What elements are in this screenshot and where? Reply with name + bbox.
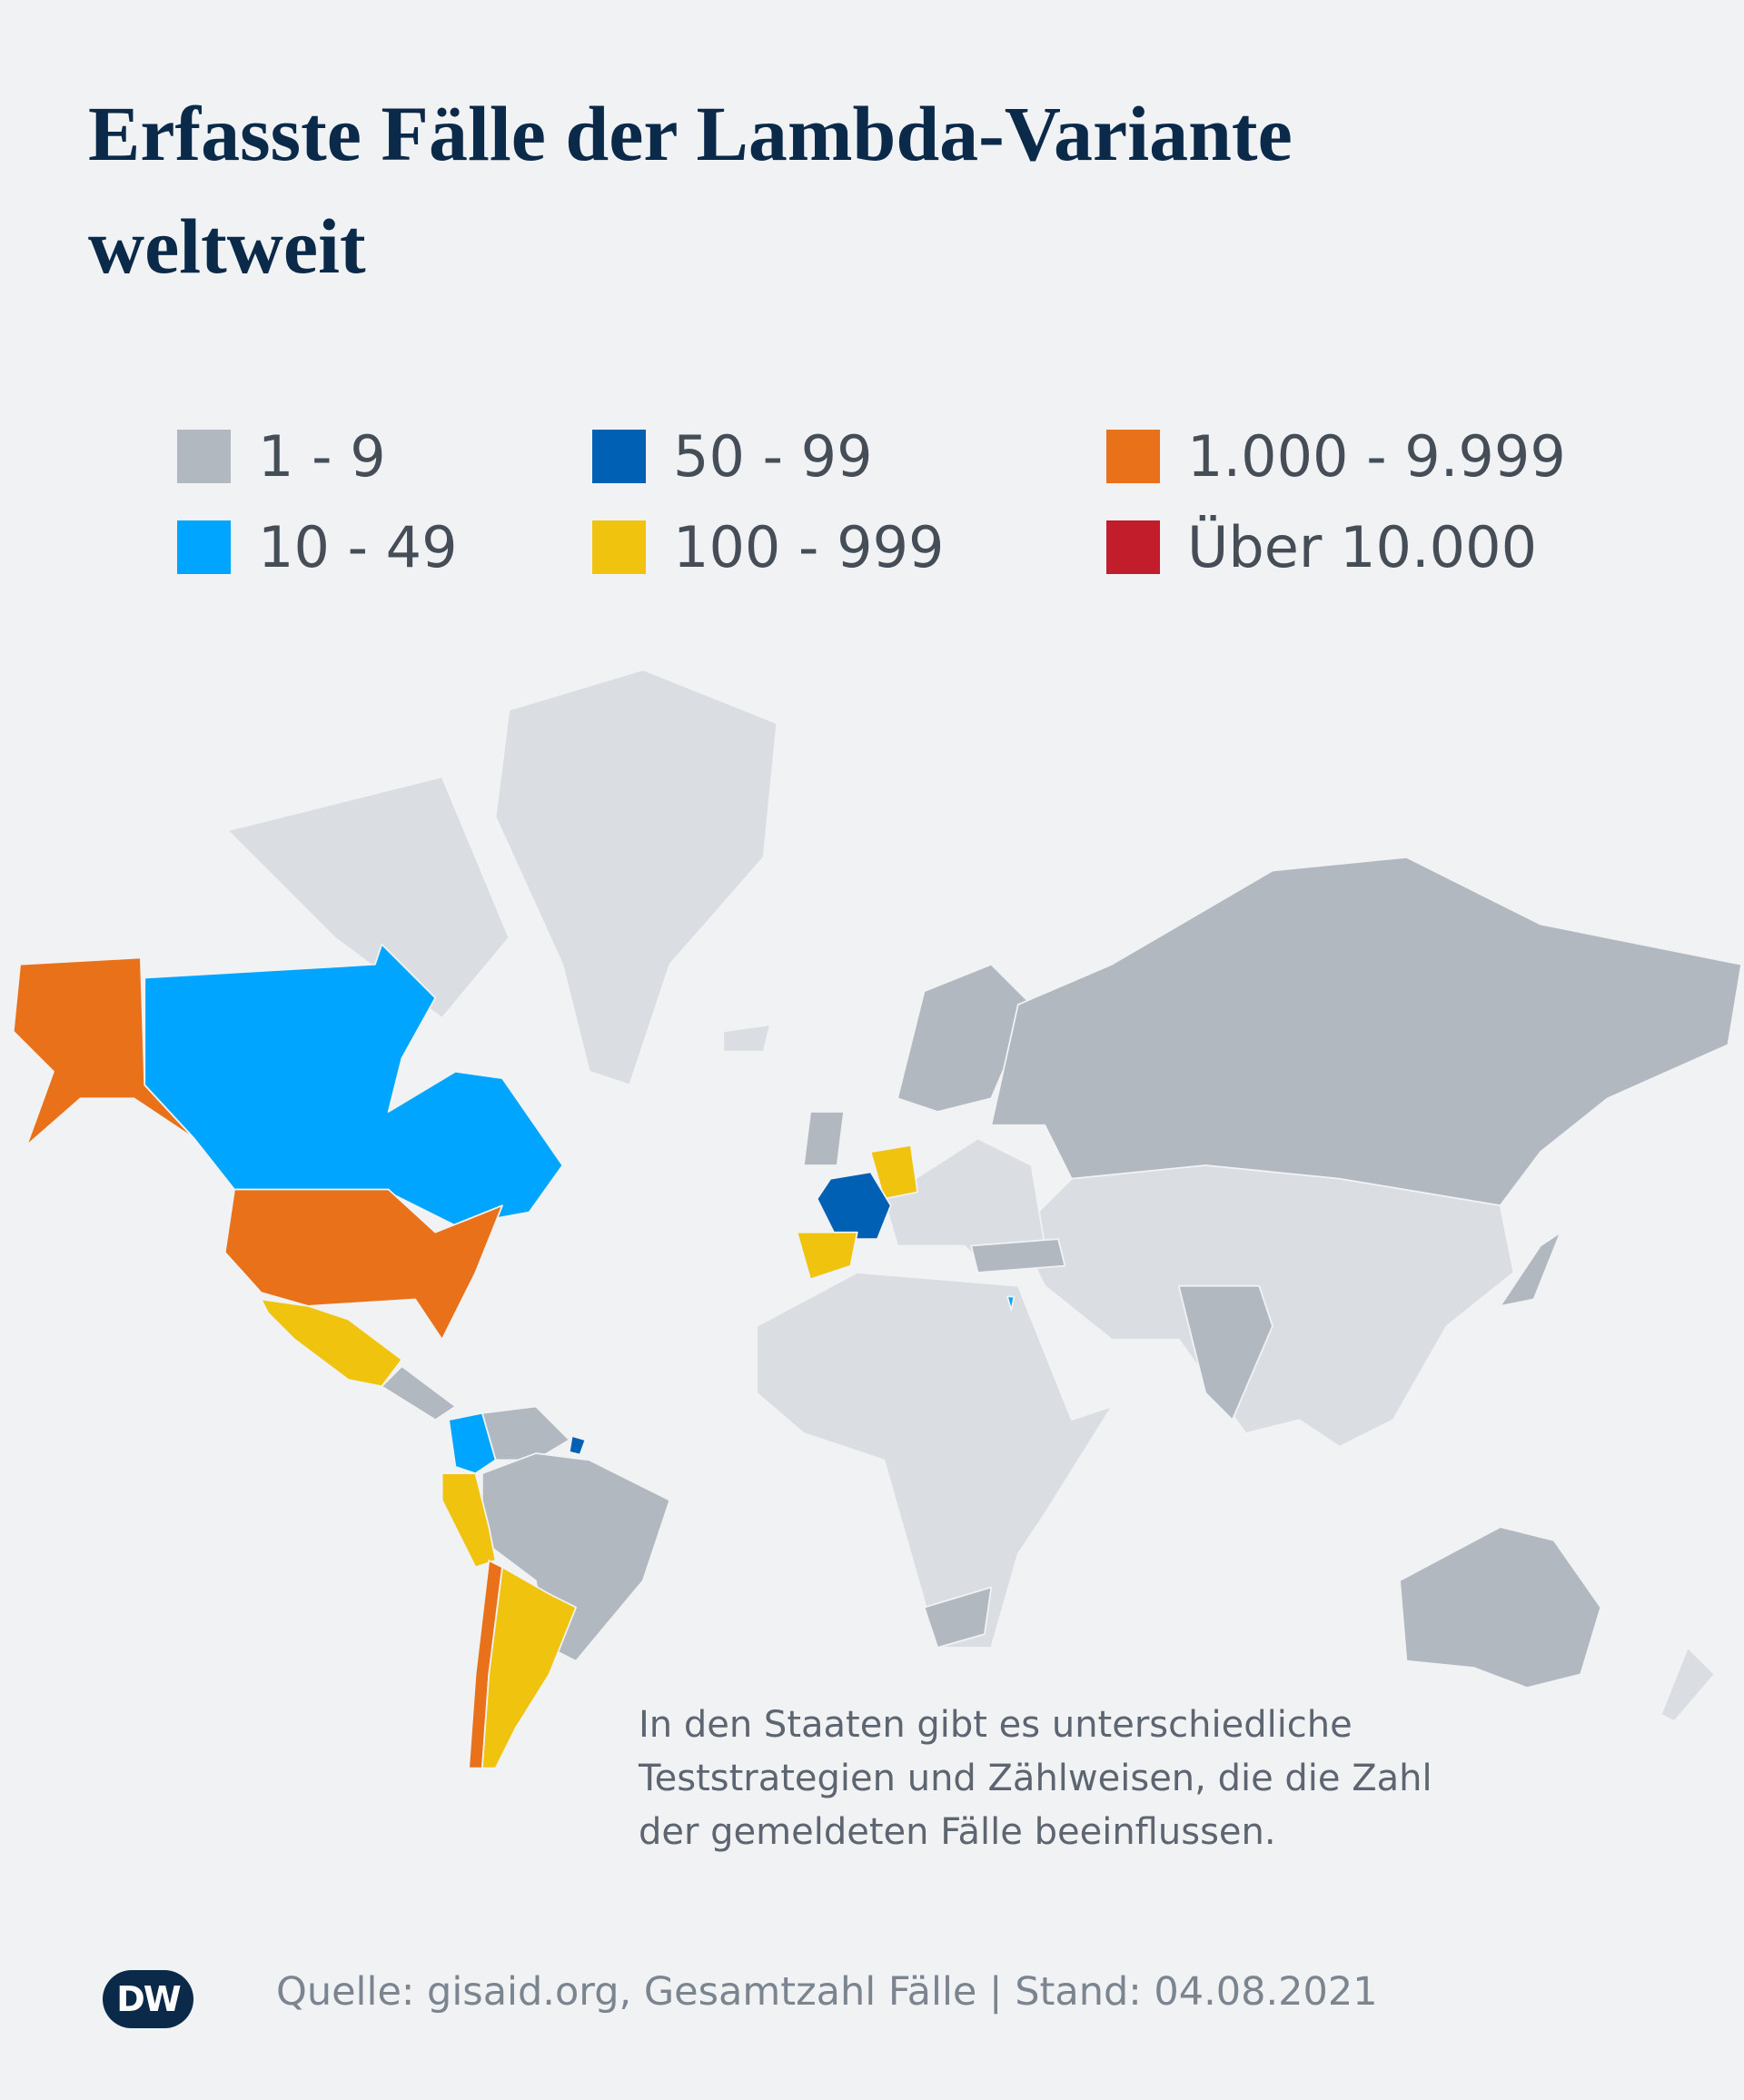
country	[1177, 1284, 1273, 1421]
country	[223, 1188, 503, 1341]
country	[1006, 1295, 1016, 1312]
legend-item: 100 - 999	[592, 514, 944, 580]
country	[12, 956, 195, 1146]
source: Quelle: gisaid.org, Gesamtzahl Fälle | S…	[276, 1969, 1378, 2015]
legend-label: 1.000 - 9.999	[1187, 422, 1566, 490]
legend-item: 1 - 9	[177, 423, 386, 490]
country	[381, 1365, 457, 1421]
country	[481, 1566, 578, 1769]
legend-label: 50 - 99	[673, 422, 873, 490]
country	[990, 856, 1742, 1207]
country	[481, 1452, 671, 1662]
country	[796, 1231, 858, 1281]
legend-swatch	[1106, 520, 1160, 574]
legend-item: 50 - 99	[592, 423, 873, 490]
legend-label: Über 10.000	[1187, 513, 1538, 580]
country	[568, 1434, 587, 1456]
country	[869, 1144, 919, 1200]
title: Erfasste Fälle der Lambda-Variante weltw…	[88, 90, 1293, 290]
country	[226, 776, 510, 1019]
country	[448, 1412, 497, 1475]
country	[1660, 1646, 1716, 1722]
logo: DW	[103, 1970, 193, 2028]
legend-label: 1 - 9	[258, 422, 386, 490]
legend-item: Über 10.000	[1106, 514, 1537, 580]
country	[144, 943, 564, 1227]
country	[1399, 1526, 1602, 1689]
legend-swatch	[592, 520, 646, 574]
legend-swatch	[177, 429, 231, 483]
country	[481, 1405, 570, 1461]
legend-swatch	[177, 520, 231, 574]
legend: 1 - 9 10 - 49 50 - 99 100 - 999 1.000 - 9.99…	[0, 0, 1744, 636]
note: In den Staaten gibt es unterschiedliche …	[639, 1704, 1432, 1853]
legend-label: 10 - 49	[258, 513, 458, 580]
legend-swatch	[1106, 429, 1160, 483]
country	[1499, 1231, 1561, 1307]
country	[816, 1171, 892, 1240]
legend-label: 100 - 999	[673, 513, 945, 580]
country	[756, 1272, 1113, 1649]
country	[802, 1111, 845, 1166]
country	[260, 1298, 403, 1388]
legend-item: 1.000 - 9.999	[1106, 423, 1566, 490]
country	[494, 669, 778, 1086]
country	[722, 1024, 771, 1053]
country	[970, 1238, 1066, 1273]
legend-item: 10 - 49	[177, 514, 458, 580]
country	[441, 1472, 497, 1569]
country	[923, 1586, 993, 1649]
legend-swatch	[592, 429, 646, 483]
